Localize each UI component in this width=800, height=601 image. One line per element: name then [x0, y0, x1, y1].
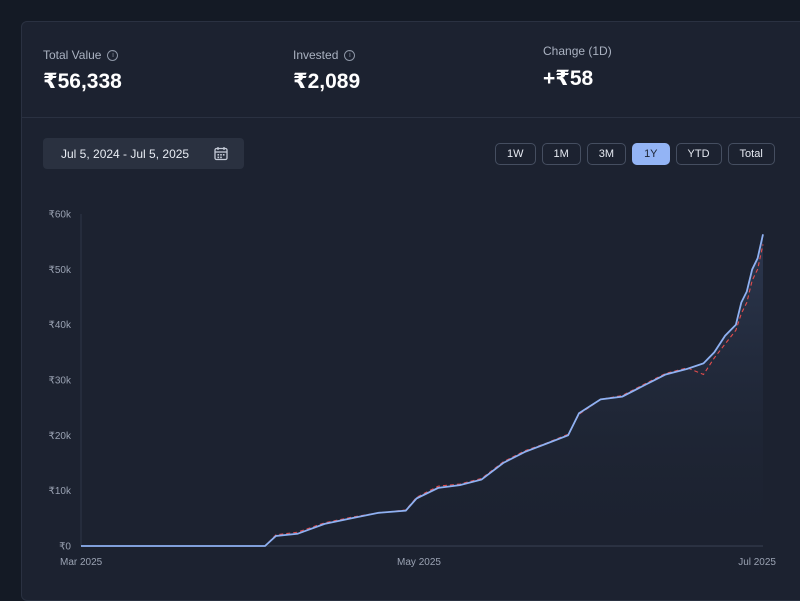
y-tick-label: ₹40k — [49, 320, 72, 331]
portfolio-chart: ₹0 ₹10k ₹20k ₹30k ₹40k ₹50k ₹60k Mar 2025 May 2… — [49, 210, 777, 569]
date-range-picker[interactable]: Jul 5, 2024 - Jul 5, 2025 — [43, 138, 244, 169]
range-3m-button[interactable]: 3M — [586, 143, 627, 165]
range-total-button[interactable]: Total — [727, 143, 775, 165]
x-tick-label: Jul 2025 — [738, 557, 776, 568]
y-tick-label: ₹60k — [49, 210, 72, 221]
range-ytd-button[interactable]: YTD — [675, 143, 722, 165]
y-tick-label: ₹10k — [49, 486, 72, 497]
invested-line — [81, 244, 764, 547]
y-tick-label: ₹0 — [59, 542, 71, 553]
info-icon[interactable]: i — [344, 49, 356, 61]
y-tick-label: ₹50k — [49, 265, 72, 276]
summary-bar: Total Value i ₹56,338 Invested i ₹2,089 … — [22, 22, 800, 118]
range-1y-button[interactable]: 1Y — [632, 143, 670, 165]
info-icon[interactable]: i — [107, 49, 119, 61]
x-tick-label: Mar 2025 — [60, 557, 103, 568]
value-line — [81, 234, 764, 547]
range-1w-button[interactable]: 1W — [495, 143, 536, 165]
invested-label: Invested — [293, 48, 339, 62]
time-range-selector: 1W 1M 3M 1Y YTD Total — [495, 143, 775, 165]
x-tick-label: May 2025 — [397, 557, 441, 568]
calendar-icon — [214, 147, 228, 161]
y-tick-label: ₹20k — [49, 431, 72, 442]
invested-amount: ₹2,089 — [293, 70, 361, 93]
x-axis: Mar 2025 May 2025 Jul 2025 — [60, 557, 776, 568]
value-area-fill — [81, 234, 763, 547]
date-range-text: Jul 5, 2024 - Jul 5, 2025 — [61, 146, 190, 161]
portfolio-card: Total Value i ₹56,338 Invested i ₹2,089 … — [21, 21, 800, 601]
change-label: Change (1D) — [543, 44, 612, 58]
total-value-label: Total Value — [43, 48, 102, 62]
total-value-amount: ₹56,338 — [43, 70, 122, 93]
y-tick-label: ₹30k — [49, 376, 72, 387]
change-amount: +₹58 — [543, 67, 594, 90]
range-1m-button[interactable]: 1M — [541, 143, 581, 165]
